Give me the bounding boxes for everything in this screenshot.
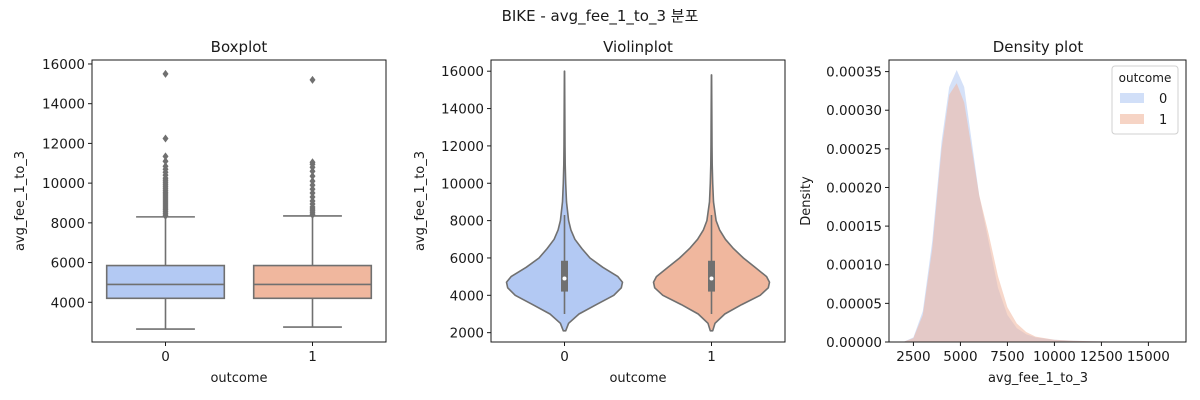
x-tick-label: 1 xyxy=(308,349,317,365)
y-tick-label: 0.00000 xyxy=(826,335,882,351)
x-tick-label: 15000 xyxy=(1127,349,1170,365)
y-tick-label: 12000 xyxy=(42,136,85,152)
boxplot-frame xyxy=(91,59,387,343)
density-plot-area: 0.00000 0.00005 0.00010 0.00015 0.00020 0.000… xyxy=(826,59,1187,365)
x-tick-label: 12500 xyxy=(1080,349,1123,365)
density-frame xyxy=(888,59,1187,343)
y-tick-label: 0.00025 xyxy=(826,142,882,158)
x-tick-label: 10000 xyxy=(1033,349,1076,365)
violinplot-frame xyxy=(490,59,786,343)
y-tick-label: 6000 xyxy=(51,256,85,272)
y-tick-label: 12000 xyxy=(441,139,484,155)
density-title: Density plot xyxy=(993,38,1084,56)
violin-body xyxy=(652,74,771,332)
y-tick-label: 8000 xyxy=(450,214,484,230)
box-outlier xyxy=(162,134,169,143)
y-tick-label: 0.00035 xyxy=(826,65,882,81)
boxplot-ylabel: avg_fee_1_to_3 xyxy=(13,151,28,251)
legend-swatch-0 xyxy=(1120,93,1144,103)
y-tick-label: 0.00020 xyxy=(826,180,882,196)
box-outlier xyxy=(309,75,316,84)
x-tick-label: 5000 xyxy=(943,349,977,365)
box-outlier xyxy=(309,177,316,186)
density-xlabel: avg_fee_1_to_3 xyxy=(988,371,1088,386)
violinplot-panel: Violinplot 2000 4000 6000 8000 10000 12000 140… xyxy=(413,38,786,386)
box-outlier xyxy=(309,172,316,181)
legend-label-1: 1 xyxy=(1159,113,1167,128)
boxplot-xlabel: outcome xyxy=(210,371,267,386)
box-outlier xyxy=(309,158,316,167)
y-tick-label: 2000 xyxy=(450,326,484,342)
figure-suptitle: BIKE - avg_fee_1_to_3 분포 xyxy=(502,7,699,26)
y-tick-label: 4000 xyxy=(450,288,484,304)
box-outlier xyxy=(162,157,169,166)
violin-median-dot xyxy=(562,276,567,281)
boxplot-title: Boxplot xyxy=(211,38,268,56)
box-body xyxy=(252,264,373,300)
y-tick-label: 0.00030 xyxy=(826,103,882,119)
y-tick-label: 16000 xyxy=(441,64,484,80)
violinplot-plot-area: 2000 4000 6000 8000 10000 12000 14000 16000 0 1 xyxy=(441,59,786,365)
x-tick-label: 7500 xyxy=(990,349,1024,365)
y-tick-label: 0.00010 xyxy=(826,258,882,274)
box-body xyxy=(105,264,226,300)
violin-median-dot xyxy=(709,276,714,281)
box-outlier xyxy=(162,152,169,161)
y-tick-label: 10000 xyxy=(441,176,484,192)
violinplot-title: Violinplot xyxy=(603,38,673,56)
x-tick-label: 1 xyxy=(707,349,716,365)
violinplot-ylabel: avg_fee_1_to_3 xyxy=(413,151,428,251)
boxplot-panel: Boxplot 4000 6000 8000 10000 12000 14000 16000… xyxy=(13,38,387,386)
y-tick-label: 0.00015 xyxy=(826,219,882,235)
y-tick-label: 4000 xyxy=(51,295,85,311)
violin-iqr-box xyxy=(708,260,715,292)
legend-title: outcome xyxy=(1119,71,1172,85)
violin-iqr-box xyxy=(561,260,568,292)
box-outlier xyxy=(162,69,169,78)
y-tick-label: 6000 xyxy=(450,251,484,267)
violin-body xyxy=(505,70,624,332)
x-tick-label: 0 xyxy=(560,349,569,365)
y-tick-label: 0.00005 xyxy=(826,296,882,312)
boxplot-plot-area: 4000 6000 8000 10000 12000 14000 16000 0 1 xyxy=(42,57,387,365)
x-tick-label: 0 xyxy=(161,349,170,365)
y-tick-label: 16000 xyxy=(42,57,85,73)
y-tick-label: 10000 xyxy=(42,176,85,192)
legend-label-0: 0 xyxy=(1159,92,1167,107)
box-outlier xyxy=(162,162,169,171)
y-tick-label: 8000 xyxy=(51,216,85,232)
density-legend: outcome 0 1 xyxy=(1111,65,1179,135)
y-tick-label: 14000 xyxy=(441,102,484,118)
density-ylabel: Density xyxy=(799,176,814,226)
y-tick-label: 14000 xyxy=(42,97,85,113)
legend-swatch-1 xyxy=(1120,114,1144,124)
x-tick-label: 2500 xyxy=(896,349,930,365)
density-panel: Density plot 0.00000 0.00005 0.00010 0.0001… xyxy=(799,38,1187,386)
density-area-1 xyxy=(904,83,1168,342)
violinplot-xlabel: outcome xyxy=(609,371,666,386)
